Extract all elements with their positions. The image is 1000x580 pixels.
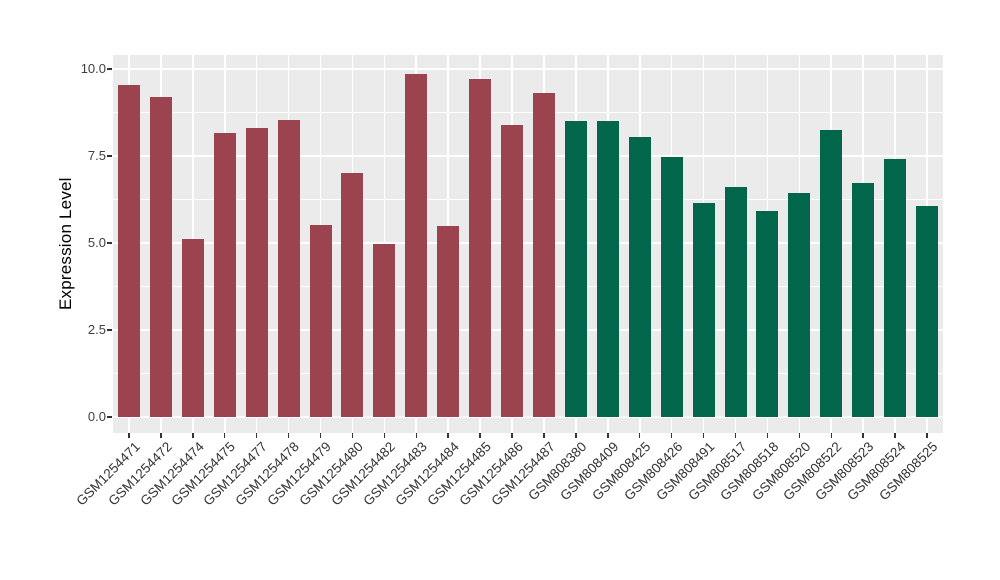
x-tick-mark <box>638 433 641 438</box>
x-tick-mark <box>830 433 833 438</box>
x-tick-mark <box>607 433 609 438</box>
x-tick-mark <box>255 433 258 438</box>
gridline-minor-y <box>113 286 943 287</box>
x-tick-mark <box>415 433 418 438</box>
gridline-major-y <box>113 329 943 331</box>
x-tick-mark <box>862 433 864 438</box>
y-tick-mark <box>107 242 112 244</box>
bar <box>117 85 140 417</box>
bar <box>724 186 747 417</box>
bar <box>756 210 779 417</box>
x-tick-mark <box>319 433 322 438</box>
x-tick-mark <box>128 433 130 438</box>
gridline-minor-y <box>113 112 943 113</box>
x-tick-mark <box>511 433 513 438</box>
x-tick-mark <box>766 433 769 438</box>
y-tick-label: 7.5 <box>87 148 106 163</box>
y-tick-label: 0.0 <box>87 409 106 424</box>
gridline-major-y <box>113 416 943 418</box>
gridline-minor-y <box>113 199 943 200</box>
y-tick-mark <box>107 155 112 157</box>
bar <box>341 172 364 417</box>
bar <box>437 225 460 417</box>
bar <box>405 73 428 417</box>
x-tick-mark <box>734 433 737 438</box>
x-tick-mark <box>447 433 449 438</box>
bar <box>820 129 843 417</box>
y-tick-mark <box>107 416 112 418</box>
y-axis-title: Expression Level <box>56 177 75 311</box>
gridline-x <box>383 55 386 433</box>
bar <box>149 96 172 417</box>
x-tick-mark <box>926 433 928 438</box>
bar <box>660 157 683 417</box>
bar <box>373 244 396 417</box>
bar <box>916 206 939 417</box>
y-tick-mark <box>107 329 112 331</box>
x-tick-mark <box>223 433 226 438</box>
bar <box>852 183 875 417</box>
bar <box>501 125 524 417</box>
x-tick-mark <box>351 433 354 438</box>
bar <box>692 202 715 417</box>
gridline-minor-y <box>113 373 943 374</box>
x-tick-mark <box>383 433 386 438</box>
y-tick-label: 2.5 <box>87 322 106 337</box>
y-tick-label: 10.0 <box>80 61 106 76</box>
plot-panel <box>113 55 943 433</box>
x-tick-mark <box>192 433 194 438</box>
x-tick-mark <box>287 433 290 438</box>
gridline-major-y <box>113 68 943 70</box>
bar <box>277 120 300 417</box>
y-tick-mark <box>107 68 112 70</box>
x-tick-mark <box>575 433 577 438</box>
x-tick-mark <box>479 433 481 438</box>
x-tick-mark <box>894 433 896 438</box>
bar <box>596 120 619 417</box>
bar <box>628 136 651 417</box>
x-tick-mark <box>543 433 545 438</box>
bar <box>469 79 492 417</box>
gridline-major-y <box>113 242 943 244</box>
bar <box>181 239 204 417</box>
bar <box>564 120 587 417</box>
bar <box>213 133 236 417</box>
x-tick-mark <box>670 433 673 438</box>
bar <box>245 128 268 417</box>
bar <box>884 159 907 417</box>
x-tick-mark <box>160 433 162 438</box>
bar <box>532 93 555 417</box>
bar <box>788 192 811 417</box>
bar <box>309 224 332 417</box>
gridline-major-y <box>113 155 943 157</box>
x-tick-mark <box>798 433 801 438</box>
x-tick-mark <box>702 433 705 438</box>
y-tick-label: 5.0 <box>87 235 106 250</box>
